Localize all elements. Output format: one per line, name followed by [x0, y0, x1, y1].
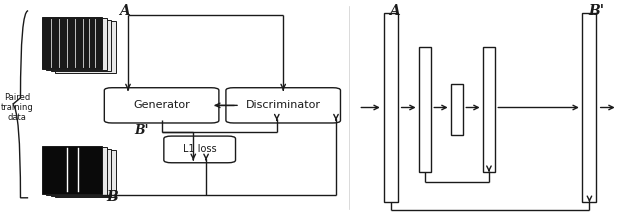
Bar [42, 146, 102, 194]
Text: Discriminator: Discriminator [246, 100, 321, 110]
Bar [46, 147, 107, 195]
Bar [483, 47, 495, 172]
Bar [46, 18, 107, 70]
Bar [42, 17, 102, 69]
Bar [384, 13, 398, 202]
Text: A: A [389, 4, 399, 18]
Text: B': B' [588, 4, 604, 18]
Text: A: A [120, 4, 130, 18]
Text: B: B [106, 190, 118, 204]
Bar [55, 150, 116, 197]
Text: L1 loss: L1 loss [183, 144, 216, 154]
Bar [582, 13, 596, 202]
Bar [419, 47, 431, 172]
FancyBboxPatch shape [164, 136, 236, 163]
FancyBboxPatch shape [226, 88, 340, 123]
Bar [51, 20, 111, 71]
Bar [451, 84, 463, 135]
Text: Generator: Generator [133, 100, 190, 110]
Bar [51, 149, 111, 196]
FancyBboxPatch shape [104, 88, 219, 123]
Bar [55, 21, 116, 73]
Text: Paired
training
data: Paired training data [1, 93, 33, 122]
Text: B': B' [134, 124, 149, 137]
